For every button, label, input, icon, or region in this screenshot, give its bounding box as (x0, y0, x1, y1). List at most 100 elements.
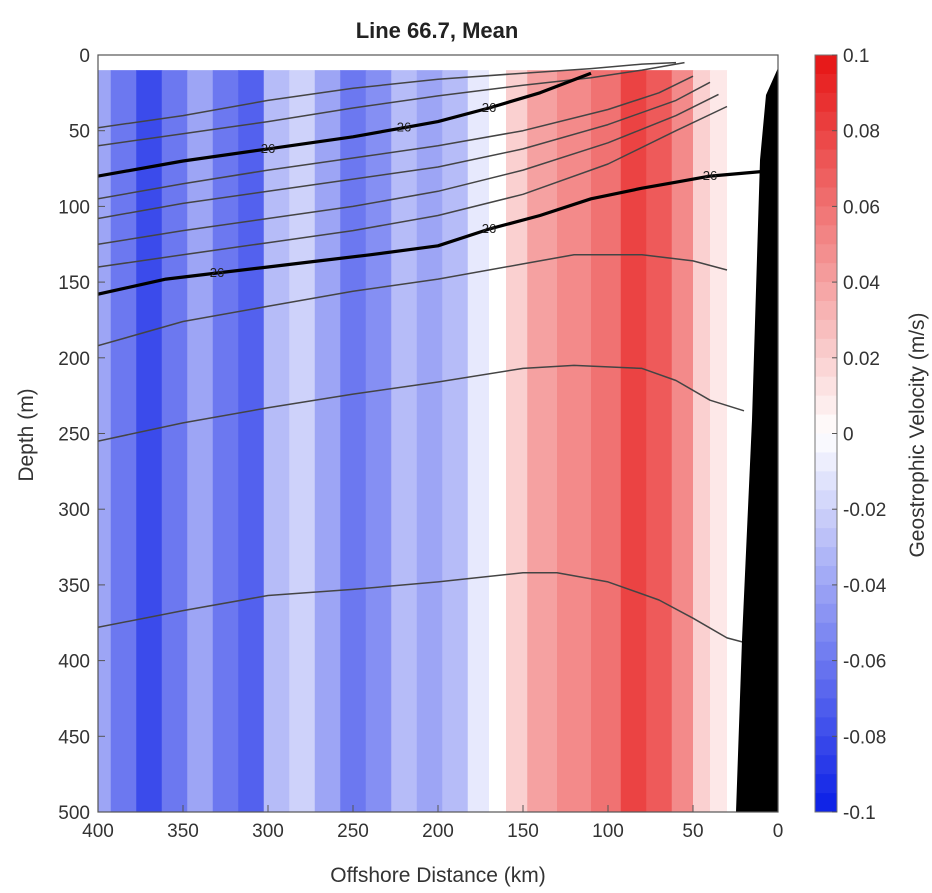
colorbar-swatch (815, 774, 837, 794)
contour-line (98, 364, 745, 442)
colorbar-tick-label: -0.02 (843, 500, 886, 521)
y-tick-label: 450 (58, 727, 90, 748)
colorbar-swatch (815, 603, 837, 624)
velocity-band (467, 70, 490, 812)
x-tick-label: 200 (422, 821, 454, 842)
x-tick-label: 400 (82, 821, 114, 842)
x-tick-label: 350 (167, 821, 199, 842)
colorbar-swatch (815, 187, 837, 207)
velocity-band (263, 70, 290, 812)
colorbar-tick-label: -0.1 (843, 803, 876, 824)
colorbar-label: Geostrophic Velocity (m/s) (906, 312, 929, 557)
y-tick-label: 250 (58, 425, 90, 446)
colorbar-swatch (815, 149, 837, 169)
x-axis-ticks: 400 350 300 250 200 150 100 50 0 (82, 805, 783, 842)
y-tick-label: 400 (58, 652, 90, 673)
velocity-band (289, 70, 316, 812)
y-axis-ticks: 0 50 100 150 200 250 300 350 400 450 500 (58, 46, 105, 824)
contour-label: 26 (482, 100, 496, 115)
velocity-band (212, 70, 239, 812)
contour-line-bold (98, 170, 762, 296)
colorbar-swatch (815, 584, 837, 605)
y-tick-label: 150 (58, 273, 90, 294)
velocity-band (671, 70, 694, 812)
colorbar-ticks: 0.1 0.08 0.06 0.04 0.02 0 -0.02 -0.04 -0.06 -0.08… (832, 46, 887, 824)
contour-line (98, 93, 719, 246)
colorbar-swatch (815, 433, 837, 453)
velocity-band (136, 70, 163, 812)
velocity-band (506, 70, 528, 812)
colorbar-swatch (815, 528, 837, 548)
colorbar-tick-label: 0.04 (843, 273, 880, 294)
colorbar-swatch (815, 92, 837, 113)
colorbar-swatch (815, 509, 837, 529)
temperature-contours: 26 26 26 26 26 26 (98, 61, 762, 644)
velocity-band (110, 70, 137, 812)
colorbar-swatch (815, 679, 837, 699)
x-tick-label: 100 (592, 821, 624, 842)
contour-line (98, 61, 685, 147)
continental-slope-bathymetry (736, 68, 778, 812)
colorbar-swatch (815, 490, 837, 510)
colorbar-swatches (815, 55, 837, 813)
colorbar-swatch (815, 55, 837, 75)
colorbar-swatch (815, 376, 837, 397)
y-tick-label: 100 (58, 197, 90, 218)
colorbar-swatch (815, 357, 837, 378)
colorbar-swatch (815, 547, 837, 567)
x-tick-label: 150 (507, 821, 539, 842)
colorbar-swatch (815, 414, 837, 434)
contour-line (98, 572, 745, 644)
colorbar-swatch (815, 168, 837, 188)
x-tick-label: 250 (337, 821, 369, 842)
colorbar-swatch (815, 73, 837, 94)
colorbar-swatch (815, 338, 837, 359)
contour-label: 26 (397, 120, 411, 135)
chart-title: Line 66.7, Mean (356, 18, 519, 43)
velocity-band (416, 70, 443, 812)
velocity-band (591, 70, 622, 812)
y-tick-label: 500 (58, 803, 90, 824)
velocity-band (314, 70, 341, 812)
velocity-band (557, 70, 592, 812)
colorbar-swatch (815, 301, 837, 321)
colorbar-swatch (815, 206, 837, 226)
velocity-band (340, 70, 367, 812)
y-tick-label: 350 (58, 576, 90, 597)
velocity-band (710, 70, 728, 812)
colorbar-swatch (815, 471, 837, 491)
y-tick-label: 0 (79, 46, 90, 67)
velocity-band (442, 70, 469, 812)
colorbar-swatch (815, 793, 837, 813)
velocity-band (489, 70, 507, 812)
contour-label: 26 (703, 168, 717, 183)
contour-line (98, 254, 728, 347)
contour-line (98, 61, 677, 129)
colorbar-swatch (815, 244, 837, 264)
velocity-band (391, 70, 418, 812)
colorbar-tick-label: 0.06 (843, 197, 880, 218)
colorbar-swatch (815, 755, 837, 775)
velocity-band (187, 70, 214, 812)
x-tick-label: 0 (773, 821, 784, 842)
colorbar-swatch (815, 452, 837, 472)
colorbar-swatch (815, 565, 837, 586)
colorbar-swatch (815, 622, 837, 643)
colorbar-swatch (815, 698, 837, 718)
colorbar-swatch (815, 319, 837, 340)
velocity-band (620, 70, 647, 812)
colorbar-swatch (815, 282, 837, 302)
contour-line (98, 81, 711, 220)
contour-label: 26 (261, 141, 275, 156)
contour-line (98, 105, 728, 268)
x-tick-label: 50 (682, 821, 703, 842)
colorbar-tick-label: -0.08 (843, 727, 886, 748)
colorbar-swatch (815, 660, 837, 680)
colorbar: 0.1 0.08 0.06 0.04 0.02 0 -0.02 -0.04 -0.06 -0.08… (814, 46, 887, 824)
colorbar-tick-label: 0.08 (843, 122, 880, 143)
y-tick-label: 300 (58, 500, 90, 521)
contour-line (98, 75, 694, 200)
contour-label: 26 (210, 265, 224, 280)
contour-line-bold (98, 71, 592, 178)
y-tick-label: 200 (58, 349, 90, 370)
